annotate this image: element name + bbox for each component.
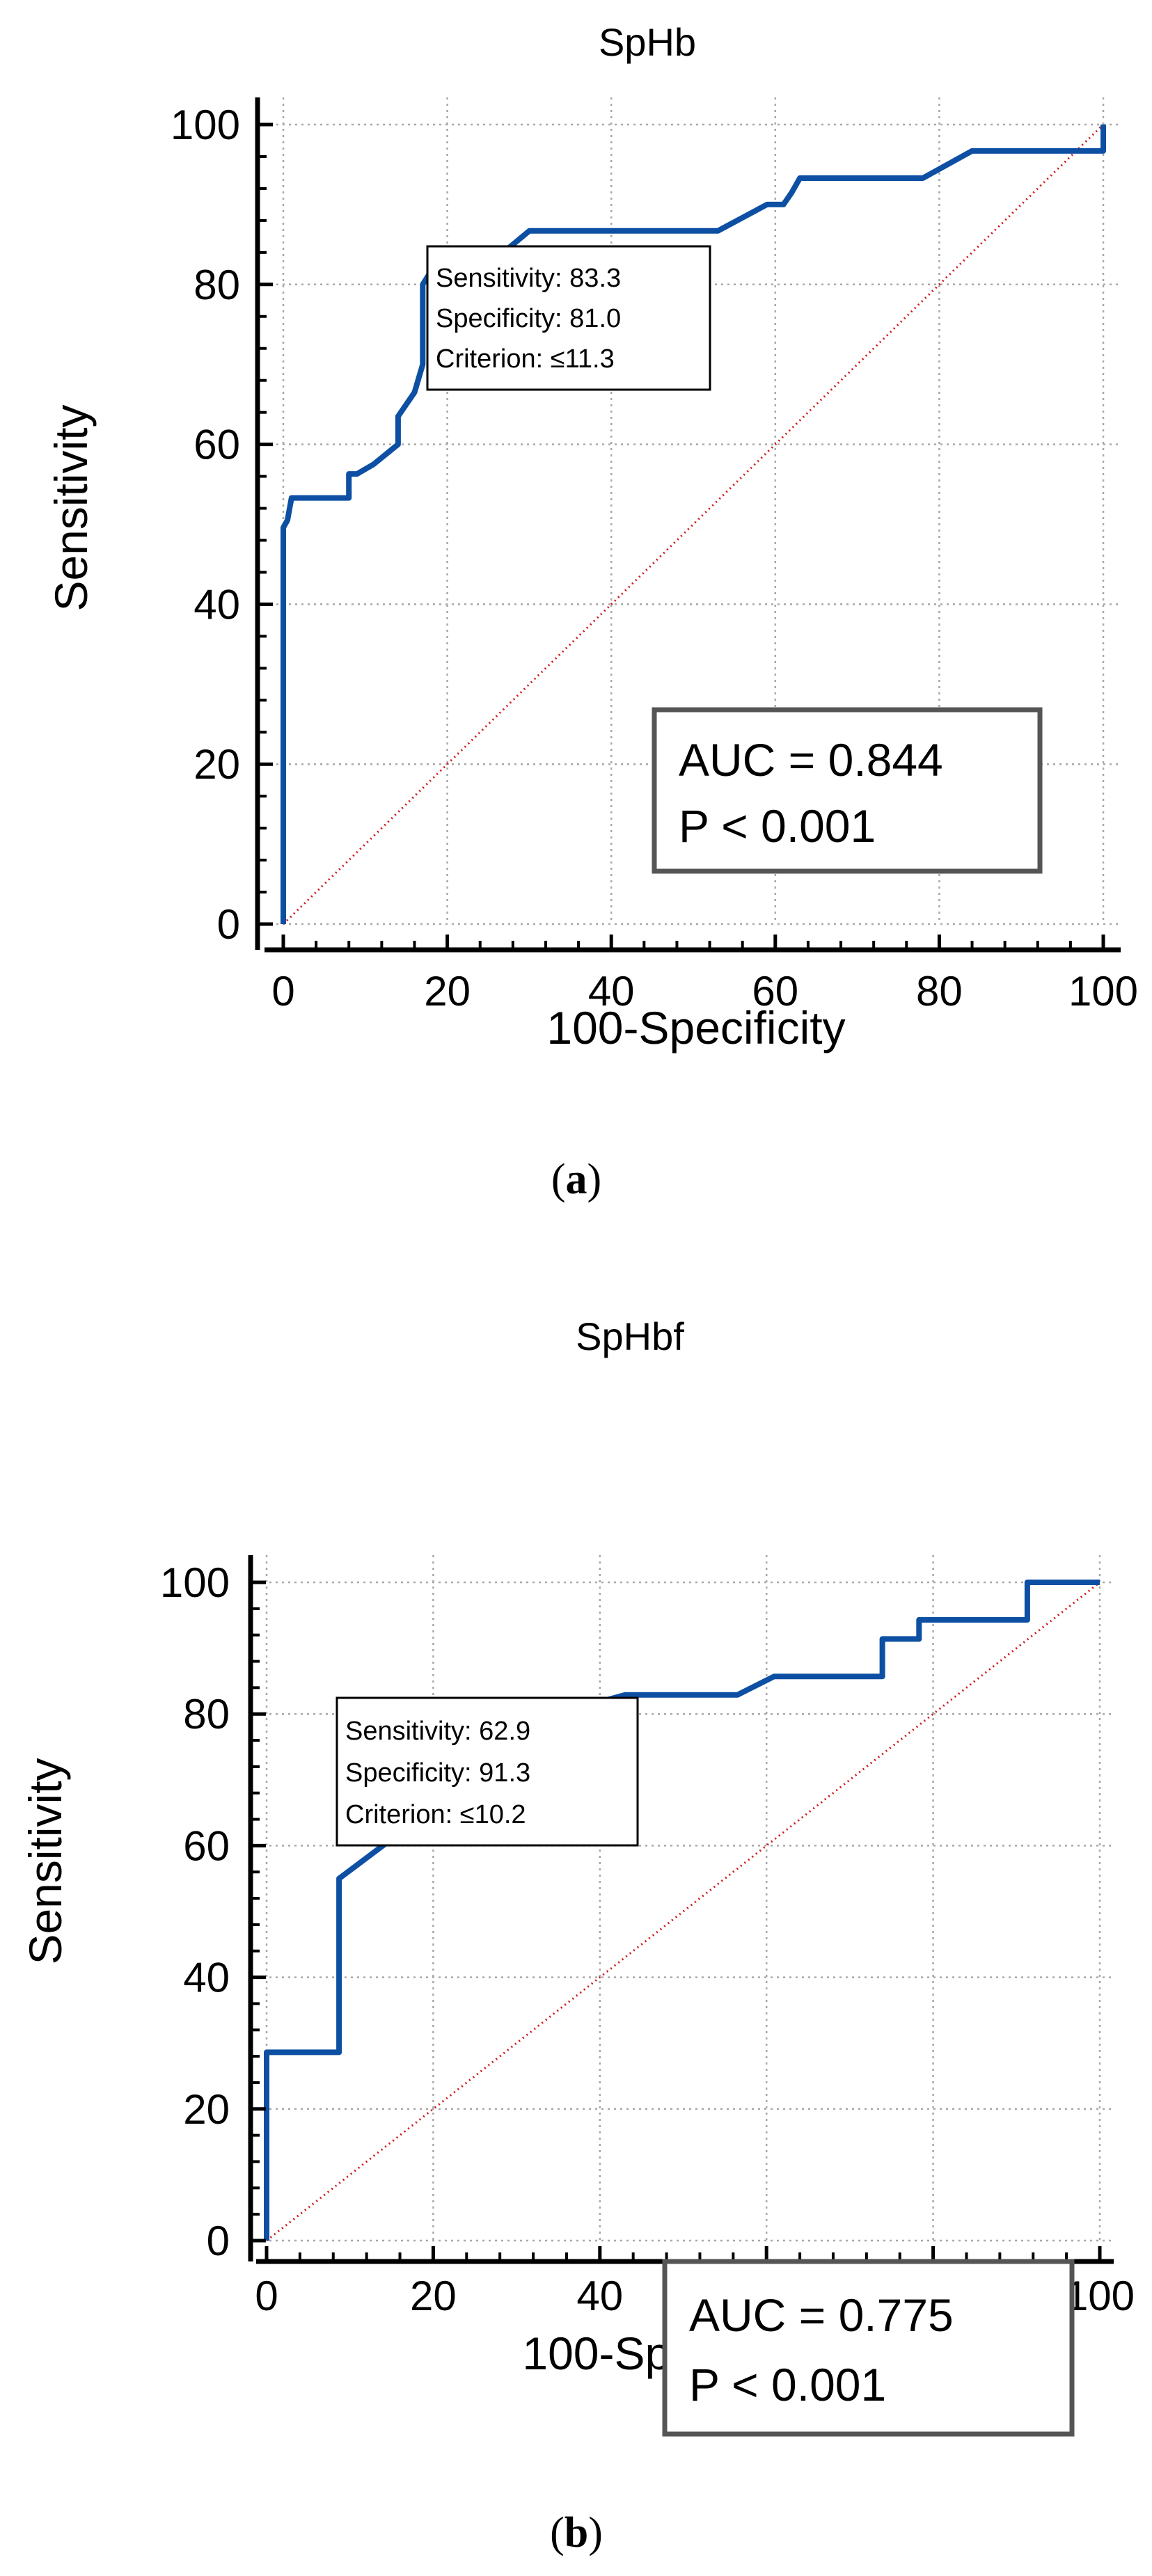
y-tick-label: 0: [217, 901, 240, 948]
chart-title: SpHb: [599, 20, 696, 64]
y-tick-label: 80: [194, 262, 240, 308]
chart-title: SpHbf: [576, 1314, 684, 1358]
roc-curve: [281, 125, 1106, 924]
y-tick-label: 60: [183, 1822, 230, 1869]
annotation-sensitivity: Sensitivity: 83.3: [436, 264, 621, 293]
y-tick-label: 40: [194, 581, 240, 628]
y-tick-label: 60: [194, 422, 240, 468]
x-tick-label: 40: [576, 2273, 623, 2319]
annotation-specificity: Specificity: 91.3: [345, 1758, 530, 1788]
y-tick-labels: 0 20 40 60 80 100: [171, 102, 240, 948]
y-tick-label: 100: [171, 102, 240, 148]
y-tick-label: 40: [183, 1955, 230, 2001]
annotation-box: [336, 1696, 639, 1847]
y-tick-label: 20: [194, 741, 240, 788]
annotation-sensitivity: Sensitivity: 62.9: [345, 1717, 530, 1746]
auc-box-frame: [662, 2259, 1075, 2437]
x-tick-label: 40: [588, 968, 635, 1015]
y-tick-label: 100: [160, 1559, 230, 1606]
x-tick-labels: 0 20 40 60 80 100: [271, 968, 1138, 1015]
x-tick-label: 0: [255, 2273, 278, 2319]
annotation-specificity: Specificity: 81.0: [436, 304, 621, 333]
criterion-annotation: Sensitivity: 62.9 Specificity: 91.3 Crit…: [336, 1696, 639, 1847]
y-tick-label: 80: [183, 1691, 230, 1738]
x-tick-label: 100: [1065, 2273, 1135, 2319]
y-tick-label: 0: [207, 2218, 230, 2264]
annotation-criterion: Criterion: ≤10.2: [345, 1800, 526, 1829]
caption-a: (a): [551, 1156, 601, 1203]
y-tick-labels: 0 20 40 60 80 100: [160, 1559, 230, 2264]
criterion-annotation: Sensitivity: 83.3 Specificity: 81.0 Crit…: [426, 245, 711, 391]
x-tick-label: 20: [410, 2273, 457, 2319]
caption-b: (b): [550, 2509, 603, 2557]
auc-value: AUC = 0.775: [689, 2289, 954, 2341]
y-axis-label: Sensitivity: [45, 404, 97, 611]
auc-value: AUC = 0.844: [679, 734, 943, 786]
x-axis-label: 100-Specificity: [546, 1002, 845, 1054]
p-value: P < 0.001: [689, 2359, 886, 2410]
roc-curve: [264, 1580, 1100, 2241]
x-tick-label: 60: [752, 968, 798, 1015]
annotation-criterion: Criterion: ≤11.3: [436, 344, 615, 374]
annotation-box: [426, 245, 711, 391]
x-tick-label: 20: [424, 968, 471, 1015]
x-tick-label: 100: [1068, 968, 1138, 1015]
roc-chart-a: SpHb 0 20 40 60 80 100 0 20 40 60 80 100 100-Speci…: [45, 20, 1138, 1203]
y-axis-label: Sensitivity: [19, 1758, 71, 1964]
reference-diagonal: [266, 1581, 1100, 2242]
axes: [248, 1555, 1114, 2264]
p-value: P < 0.001: [679, 800, 876, 852]
reference-diagonal: [282, 123, 1105, 925]
x-tick-label: 0: [271, 968, 294, 1015]
grid: [251, 1555, 1114, 2242]
auc-box: AUC = 0.844 P < 0.001: [652, 707, 1043, 874]
x-tick-label: 80: [916, 968, 963, 1015]
y-tick-label: 20: [183, 2086, 230, 2133]
auc-box-frame: [652, 707, 1043, 874]
figure-a: SpHb 0 20 40 60 80 100 0 20 40 60 80 100 100-Speci…: [0, 0, 1152, 1287]
axes: [255, 97, 1121, 953]
auc-box: AUC = 0.775 P < 0.001: [662, 2259, 1075, 2437]
